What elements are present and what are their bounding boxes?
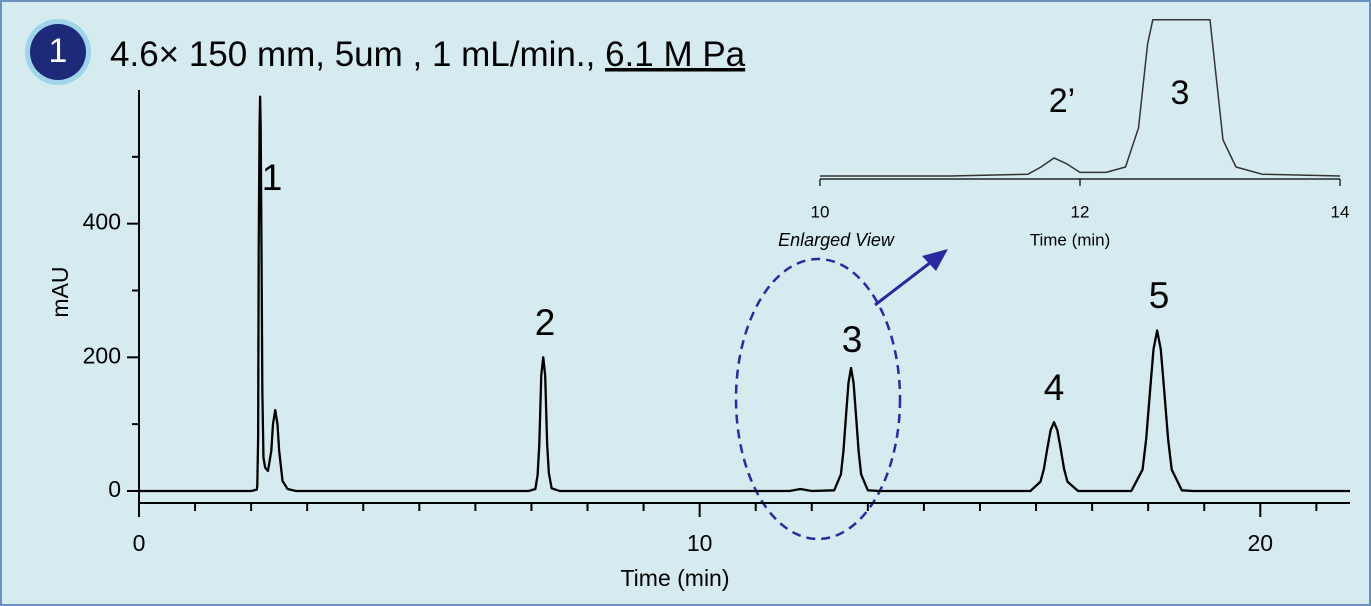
peak-label: 1 [262, 157, 283, 198]
highlight-ellipse [734, 257, 902, 541]
y-axis-label: mAU [47, 266, 73, 317]
x-tick-label: 0 [133, 530, 146, 556]
title-text: 4.6× 150 mm, 5um , 1 mL/min., [110, 35, 605, 74]
inset-x-axis-label: Time (min) [1030, 230, 1111, 249]
peak-label: 5 [1149, 275, 1170, 316]
trace [820, 19, 1341, 177]
inset-peak-label: 3 [1171, 74, 1190, 112]
x-tick-label: 20 [1247, 530, 1273, 556]
x-axis-label: Time (min) [620, 565, 729, 591]
peak-label: 2 [535, 302, 556, 343]
inset-callout: Enlarged View [778, 230, 895, 250]
peak-label: 4 [1044, 367, 1065, 408]
badge [30, 24, 86, 80]
y-tick-label: 0 [108, 476, 121, 502]
y-tick-label: 400 [83, 209, 121, 235]
x-tick-label: 10 [687, 530, 713, 556]
x-tick-label: 10 [811, 202, 830, 221]
arrow-head [922, 249, 948, 271]
inset-peak-label: 2’ [1049, 82, 1075, 120]
badge-label: 1 [49, 32, 68, 70]
peak-label: 3 [842, 319, 863, 360]
chart-title: 4.6× 150 mm, 5um , 1 mL/min., 6.1 M Pa [110, 35, 746, 74]
arrow-shaft [874, 257, 936, 307]
y-tick-label: 200 [83, 342, 121, 368]
title-underlined: 6.1 M Pa [605, 35, 746, 74]
x-tick-label: 12 [1071, 202, 1090, 221]
trace [139, 95, 1350, 493]
x-tick-label: 14 [1331, 202, 1350, 221]
